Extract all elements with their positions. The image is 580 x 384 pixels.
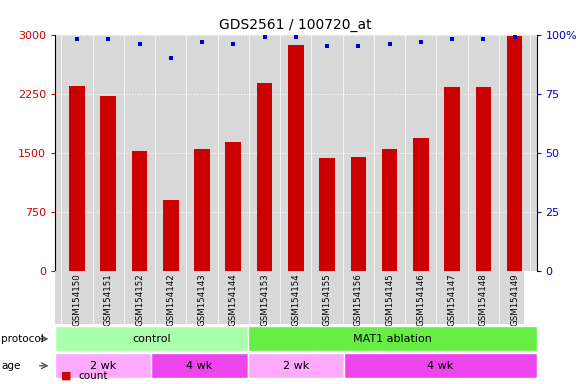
Bar bbox=[476, 87, 491, 271]
Point bbox=[197, 38, 206, 45]
Bar bbox=[248, 353, 344, 378]
Bar bbox=[382, 149, 397, 271]
Text: GSM154149: GSM154149 bbox=[510, 273, 519, 326]
Text: GSM154153: GSM154153 bbox=[260, 273, 269, 326]
Text: GSM154147: GSM154147 bbox=[448, 273, 456, 326]
Text: GSM154150: GSM154150 bbox=[72, 273, 81, 326]
Text: GSM154151: GSM154151 bbox=[104, 273, 113, 326]
Text: control: control bbox=[132, 334, 171, 344]
Point bbox=[166, 55, 175, 61]
Text: 4 wk: 4 wk bbox=[427, 361, 454, 371]
Point bbox=[478, 36, 488, 42]
Text: MAT1 ablation: MAT1 ablation bbox=[353, 334, 432, 344]
Text: GSM154156: GSM154156 bbox=[354, 273, 363, 326]
Point bbox=[354, 43, 363, 50]
Text: protocol: protocol bbox=[1, 334, 44, 344]
Bar bbox=[226, 142, 241, 271]
Bar bbox=[163, 200, 179, 271]
Title: GDS2561 / 100720_at: GDS2561 / 100720_at bbox=[219, 18, 372, 32]
Text: age: age bbox=[1, 361, 20, 371]
Point bbox=[260, 34, 269, 40]
Text: count: count bbox=[78, 371, 108, 381]
Point bbox=[229, 41, 238, 47]
Point bbox=[385, 41, 394, 47]
Text: 2 wk: 2 wk bbox=[90, 361, 117, 371]
Text: 2 wk: 2 wk bbox=[282, 361, 309, 371]
Text: GSM154146: GSM154146 bbox=[416, 273, 425, 326]
Text: GSM154144: GSM154144 bbox=[229, 273, 238, 326]
Point bbox=[135, 41, 144, 47]
Text: GSM154143: GSM154143 bbox=[198, 273, 206, 326]
Bar bbox=[319, 158, 335, 271]
Bar bbox=[344, 353, 536, 378]
Point bbox=[447, 36, 456, 42]
Point bbox=[104, 36, 113, 42]
Text: GSM154152: GSM154152 bbox=[135, 273, 144, 326]
Text: GSM154148: GSM154148 bbox=[479, 273, 488, 326]
Text: 4 wk: 4 wk bbox=[186, 361, 213, 371]
Bar bbox=[350, 157, 366, 271]
Text: GSM154155: GSM154155 bbox=[322, 273, 332, 326]
Point bbox=[510, 34, 519, 40]
Bar bbox=[55, 353, 151, 378]
Bar bbox=[151, 353, 248, 378]
Bar bbox=[444, 87, 460, 271]
Point bbox=[416, 38, 426, 45]
Text: GSM154145: GSM154145 bbox=[385, 273, 394, 326]
Point bbox=[72, 36, 82, 42]
Point bbox=[322, 43, 332, 50]
Bar bbox=[507, 36, 523, 271]
Bar bbox=[194, 149, 210, 271]
Text: GSM154154: GSM154154 bbox=[291, 273, 300, 326]
Bar bbox=[413, 139, 429, 271]
Bar bbox=[288, 45, 303, 271]
Bar bbox=[257, 83, 273, 271]
Bar bbox=[248, 326, 536, 351]
Bar bbox=[69, 86, 85, 271]
Bar bbox=[132, 151, 147, 271]
Bar bbox=[100, 96, 116, 271]
Bar bbox=[55, 326, 248, 351]
Point bbox=[291, 34, 300, 40]
Text: GSM154142: GSM154142 bbox=[166, 273, 175, 326]
Text: ■: ■ bbox=[61, 371, 71, 381]
